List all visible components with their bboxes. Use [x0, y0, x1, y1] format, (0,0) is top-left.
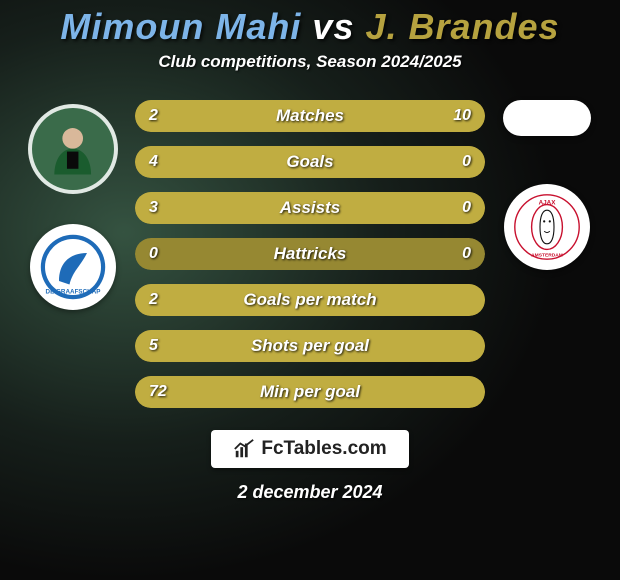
club-logo-left-icon: DE GRAAFSCHAP	[38, 232, 108, 302]
stats-bars: Matches210Goals40Assists30Hattricks00Goa…	[135, 100, 485, 408]
player1-club-badge: DE GRAAFSCHAP	[30, 224, 116, 310]
subtitle: Club competitions, Season 2024/2025	[158, 52, 461, 72]
stat-value-left: 5	[135, 330, 172, 362]
stat-label: Matches	[135, 100, 485, 132]
right-column: AJAX AMSTERDAM	[497, 100, 597, 270]
title-player1: Mimoun Mahi	[60, 6, 301, 47]
left-column: DE GRAAFSCHAP	[23, 100, 123, 310]
title-player2: J. Brandes	[365, 6, 559, 47]
date-text: 2 december 2024	[237, 482, 382, 503]
footer-brand-badge: FcTables.com	[211, 430, 408, 468]
stat-label: Goals	[135, 146, 485, 178]
stat-value-left: 2	[135, 100, 172, 132]
player2-pill-badge	[503, 100, 591, 136]
stat-row: Matches2 10	[135, 100, 485, 132]
stat-row: Goals per match2	[135, 284, 485, 316]
stat-label: Assists	[135, 192, 485, 224]
svg-text:AMSTERDAM: AMSTERDAM	[531, 252, 563, 258]
svg-text:AJAX: AJAX	[539, 200, 557, 207]
svg-text:DE GRAAFSCHAP: DE GRAAFSCHAP	[46, 289, 101, 296]
chart-icon	[233, 438, 255, 460]
stat-value-left: 0	[135, 238, 172, 270]
stat-label: Min per goal	[135, 376, 485, 408]
stat-value-left: 72	[135, 376, 181, 408]
page-title: Mimoun Mahi vs J. Brandes	[60, 6, 559, 48]
club-logo-right-icon: AJAX AMSTERDAM	[512, 192, 582, 262]
stat-row: Shots per goal5	[135, 330, 485, 362]
stat-label: Goals per match	[135, 284, 485, 316]
person-icon	[44, 120, 101, 177]
stat-row: Min per goal72	[135, 376, 485, 408]
main-row: DE GRAAFSCHAP Matches210Goals40Assists30…	[0, 100, 620, 408]
player1-avatar	[28, 104, 118, 194]
stat-row: Goals4 0	[135, 146, 485, 178]
stat-value-left: 2	[135, 284, 172, 316]
pill-icon	[503, 100, 591, 136]
stat-value-right: 0	[448, 238, 485, 270]
stat-label: Hattricks	[135, 238, 485, 270]
footer-brand-text: FcTables.com	[261, 438, 386, 460]
player2-club-badge: AJAX AMSTERDAM	[504, 184, 590, 270]
stat-value-right: 0	[448, 146, 485, 178]
stat-row: Assists3 0	[135, 192, 485, 224]
stat-value-left: 3	[135, 192, 172, 224]
stat-value-right: 10	[439, 100, 485, 132]
stat-label: Shots per goal	[135, 330, 485, 362]
stat-value-right: 0	[448, 192, 485, 224]
title-vs: vs	[312, 6, 354, 47]
stat-value-left: 4	[135, 146, 172, 178]
content-root: Mimoun Mahi vs J. Brandes Club competiti…	[0, 0, 620, 580]
stat-row: Hattricks0 0	[135, 238, 485, 270]
